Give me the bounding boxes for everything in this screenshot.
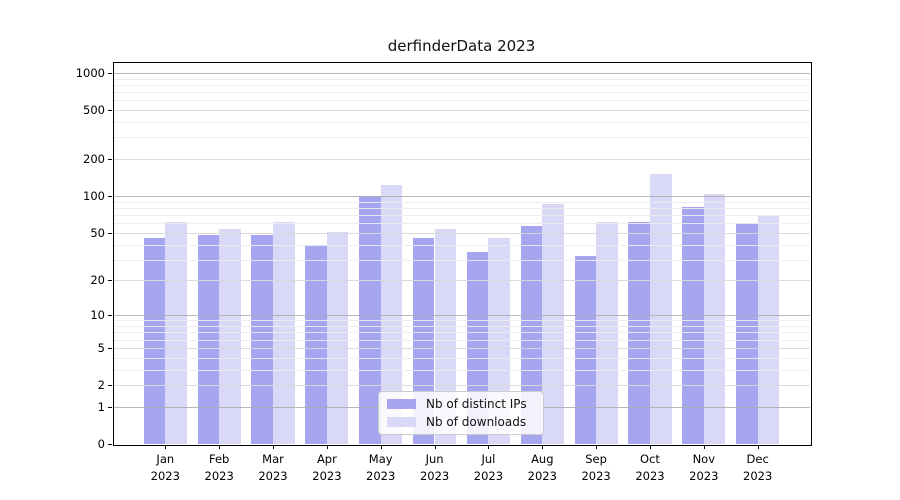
x-tick-label: Nov 2023 <box>689 452 719 483</box>
y-gridline <box>113 84 810 86</box>
legend-swatch-distinct-ips <box>387 399 416 409</box>
y-tick <box>108 444 112 445</box>
bar-distinct-ips <box>682 207 704 444</box>
legend-label-downloads: Nb of downloads <box>426 415 527 429</box>
legend-swatch-downloads <box>387 417 416 427</box>
x-tick <box>488 445 490 449</box>
y-gridline <box>113 159 810 161</box>
y-gridline <box>113 244 810 246</box>
y-tick-label: 1000 <box>75 65 105 80</box>
x-tick <box>219 445 221 449</box>
y-tick-label: 1 <box>97 399 105 414</box>
legend-item-downloads: Nb of downloads <box>387 415 535 429</box>
y-tick <box>108 385 112 386</box>
y-gridline <box>113 78 810 80</box>
x-tick <box>703 445 705 449</box>
x-tick-label: Aug 2023 <box>527 452 557 483</box>
y-tick <box>108 406 112 408</box>
y-tick <box>108 232 112 234</box>
y-gridline <box>113 315 810 317</box>
bar-downloads <box>380 184 403 444</box>
y-gridline <box>113 385 810 386</box>
y-tick-label: 5 <box>97 340 105 355</box>
x-tick <box>273 445 274 449</box>
y-gridline <box>113 92 810 93</box>
y-gridline <box>113 72 810 74</box>
bar-distinct-ips <box>736 223 758 444</box>
y-gridline <box>113 369 810 371</box>
x-tick-label: Jun 2023 <box>419 452 450 483</box>
y-gridline <box>113 326 810 327</box>
y-tick-label: 50 <box>90 225 105 240</box>
bar-downloads <box>650 173 672 444</box>
y-tick <box>108 110 112 111</box>
bar-downloads <box>434 228 457 444</box>
y-tick-label: 2 <box>97 378 105 392</box>
x-tick <box>380 445 382 449</box>
y-tick-label: 20 <box>90 273 105 288</box>
x-tick-label: Jul 2023 <box>473 452 504 483</box>
y-gridline <box>113 207 810 209</box>
legend-label-distinct-ips: Nb of distinct IPs <box>426 397 527 411</box>
y-gridline <box>113 339 810 341</box>
x-tick-label: Mar 2023 <box>258 452 288 483</box>
y-gridline <box>113 196 810 198</box>
y-gridline <box>113 320 810 322</box>
x-tick <box>596 445 598 449</box>
x-tick <box>542 445 544 449</box>
y-tick-label: 500 <box>83 103 105 117</box>
y-gridline <box>113 100 810 102</box>
x-tick <box>326 445 328 449</box>
x-tick <box>434 445 436 449</box>
bar-downloads <box>326 231 349 444</box>
y-gridline <box>113 223 810 225</box>
bar-downloads <box>757 215 780 444</box>
y-gridline <box>113 357 810 359</box>
y-gridline <box>113 232 810 234</box>
x-tick <box>650 445 651 449</box>
bar-downloads <box>703 194 726 444</box>
y-tick <box>108 196 112 198</box>
y-tick <box>108 159 112 161</box>
y-gridline <box>113 347 810 349</box>
bar-downloads <box>219 228 241 444</box>
y-gridline <box>113 110 810 111</box>
bar-distinct-ips <box>574 256 597 444</box>
x-tick-label: Jan 2023 <box>150 452 180 483</box>
legend-item-distinct-ips: Nb of distinct IPs <box>387 397 535 411</box>
y-tick-label: 10 <box>90 308 105 323</box>
x-tick-label: May 2023 <box>366 452 396 483</box>
bar-distinct-ips <box>197 234 220 444</box>
x-tick-label: Sep 2023 <box>581 452 611 483</box>
x-tick-label: Apr 2023 <box>312 452 342 483</box>
y-gridline <box>113 215 810 216</box>
x-tick <box>165 445 167 449</box>
y-gridline <box>113 280 810 282</box>
x-tick-label: Dec 2023 <box>743 452 773 483</box>
bar-distinct-ips <box>359 196 381 444</box>
y-tick-label: 0 <box>97 437 105 451</box>
bar-distinct-ips <box>143 238 166 444</box>
bar-distinct-ips <box>251 234 273 444</box>
legend: Nb of distinct IPs Nb of downloads <box>378 391 544 435</box>
y-gridline <box>113 332 810 334</box>
bar-distinct-ips <box>305 244 327 444</box>
y-tick <box>108 72 112 74</box>
y-tick <box>108 347 112 349</box>
y-gridline <box>113 259 810 261</box>
y-gridline <box>113 137 810 139</box>
chart-title: derfinderData 2023 <box>387 37 536 55</box>
y-tick-label: 100 <box>83 189 105 204</box>
x-tick-label: Oct 2023 <box>635 452 665 483</box>
y-tick <box>108 315 112 317</box>
x-tick-label: Feb 2023 <box>204 452 234 483</box>
y-tick-label: 200 <box>83 152 105 167</box>
y-tick <box>108 280 112 282</box>
y-gridline <box>113 201 810 203</box>
bar-downloads <box>542 203 564 444</box>
x-tick <box>757 445 759 449</box>
y-gridline <box>113 122 810 123</box>
